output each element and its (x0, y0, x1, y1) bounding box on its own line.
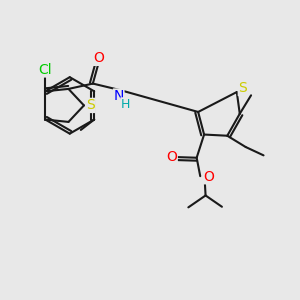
Text: S: S (238, 82, 247, 95)
Text: O: O (166, 150, 177, 164)
Text: Cl: Cl (38, 63, 52, 77)
Text: O: O (203, 170, 214, 184)
Text: O: O (93, 51, 104, 65)
Text: H: H (121, 98, 130, 111)
Text: N: N (113, 89, 124, 103)
Text: S: S (86, 98, 95, 112)
